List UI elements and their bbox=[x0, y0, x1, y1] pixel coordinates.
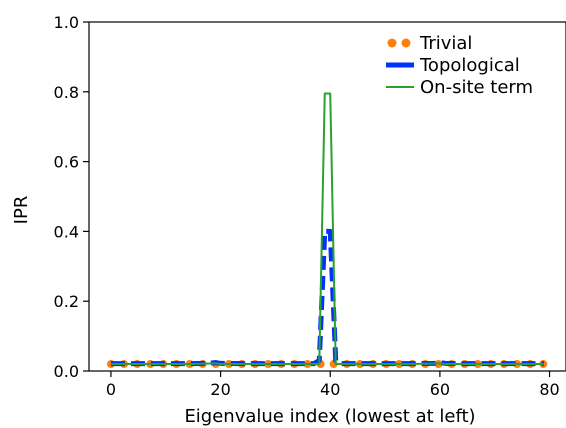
y-tick-label-2: 0.4 bbox=[54, 222, 79, 241]
x-tick-label-0: 0 bbox=[106, 380, 116, 399]
x-axis: 0 20 40 60 80 bbox=[106, 371, 560, 399]
legend-label-on-site-term: On-site term bbox=[420, 77, 533, 98]
y-axis-label: IPR bbox=[11, 196, 32, 225]
legend-marker-trivial-b bbox=[402, 39, 411, 48]
y-tick-label-0: 0.0 bbox=[54, 362, 79, 381]
y-axis: 0.0 0.2 0.4 0.6 0.8 1.0 bbox=[54, 13, 89, 381]
legend-marker-trivial-a bbox=[388, 39, 397, 48]
x-axis-label: Eigenvalue index (lowest at left) bbox=[184, 406, 475, 427]
legend-label-topological: Topological bbox=[419, 55, 520, 76]
y-tick-label-5: 1.0 bbox=[54, 13, 79, 32]
x-tick-label-60: 60 bbox=[430, 380, 450, 399]
y-tick-label-4: 0.8 bbox=[54, 83, 79, 102]
series-line-on-site-term bbox=[111, 94, 544, 364]
series-line-topological bbox=[111, 231, 544, 363]
y-tick-label-3: 0.6 bbox=[54, 153, 79, 172]
legend-label-trivial: Trivial bbox=[419, 33, 472, 54]
x-tick-label-80: 80 bbox=[539, 380, 559, 399]
x-tick-label-40: 40 bbox=[320, 380, 340, 399]
y-tick-label-1: 0.2 bbox=[54, 292, 79, 311]
x-tick-label-20: 20 bbox=[210, 380, 230, 399]
plot-lines bbox=[111, 94, 544, 364]
